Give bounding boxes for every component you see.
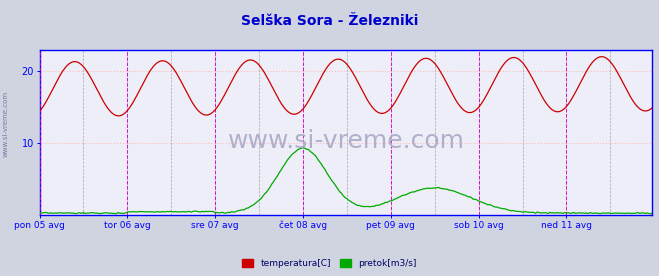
Text: Selška Sora - Železniki: Selška Sora - Železniki [241,14,418,28]
Legend: temperatura[C], pretok[m3/s]: temperatura[C], pretok[m3/s] [239,255,420,272]
Text: www.si-vreme.com: www.si-vreme.com [227,129,465,153]
Text: www.si-vreme.com: www.si-vreme.com [2,91,9,157]
